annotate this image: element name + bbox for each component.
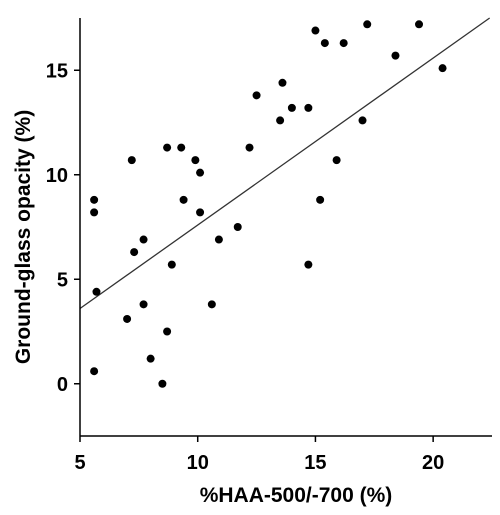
- data-point: [191, 156, 200, 165]
- data-point: [139, 235, 148, 244]
- data-point: [167, 260, 176, 269]
- data-point: [339, 39, 348, 48]
- x-tick-label: 15: [304, 452, 326, 474]
- data-point: [177, 143, 186, 152]
- data-point: [363, 20, 372, 29]
- y-tick-label: 15: [46, 60, 68, 82]
- y-axis-ticks: 0 5 10 15: [46, 60, 80, 396]
- axes: [79, 18, 492, 437]
- data-point: [163, 143, 172, 152]
- x-tick-label: 10: [187, 452, 209, 474]
- data-point: [252, 91, 261, 100]
- data-points-layer: [90, 20, 447, 388]
- data-point: [320, 39, 329, 48]
- data-point: [90, 208, 99, 217]
- data-point: [415, 20, 424, 29]
- data-point: [139, 300, 148, 309]
- y-tick-label: 10: [46, 165, 68, 187]
- regression-line: [79, 17, 491, 310]
- data-point: [316, 195, 325, 204]
- data-point: [90, 367, 99, 376]
- data-point: [358, 116, 367, 125]
- data-point: [196, 168, 205, 177]
- data-point: [245, 143, 254, 152]
- data-point: [158, 379, 167, 388]
- data-point: [214, 235, 223, 244]
- data-point: [123, 314, 132, 323]
- data-point: [332, 156, 341, 165]
- data-point: [391, 51, 400, 60]
- y-tick-label: 0: [57, 374, 68, 396]
- x-tick-label: 20: [422, 452, 444, 474]
- data-point: [146, 354, 155, 363]
- data-point: [287, 103, 296, 112]
- regression-line-layer: [79, 17, 491, 310]
- data-point: [196, 208, 205, 217]
- x-axis-title: %HAA-500/-700 (%): [200, 484, 393, 507]
- x-axis-ticks: 5 10 15 20: [74, 436, 444, 474]
- data-point: [304, 103, 313, 112]
- data-point: [130, 248, 139, 257]
- data-point: [179, 195, 188, 204]
- data-point: [438, 64, 447, 73]
- data-point: [278, 78, 287, 87]
- data-point: [311, 26, 320, 35]
- x-tick-label: 5: [74, 452, 85, 474]
- data-point: [276, 116, 285, 125]
- data-point: [163, 327, 172, 336]
- y-tick-label: 5: [57, 269, 68, 291]
- data-point: [92, 287, 101, 296]
- y-axis-title: Ground-glass opacity (%): [12, 110, 35, 364]
- data-point: [127, 156, 136, 165]
- data-point: [233, 223, 242, 231]
- data-point: [90, 195, 99, 204]
- data-point: [207, 300, 216, 309]
- data-point: [304, 260, 313, 269]
